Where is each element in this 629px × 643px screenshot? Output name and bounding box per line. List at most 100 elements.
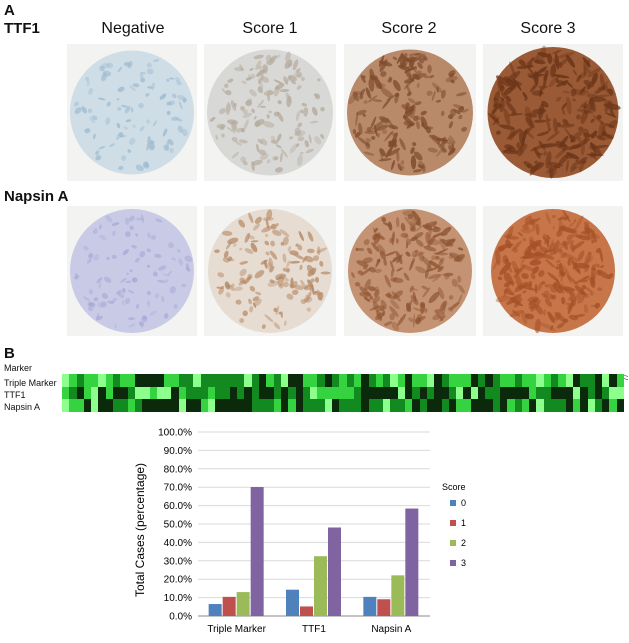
heatmap-cell [405,374,413,388]
heatmap-cell [98,386,107,400]
heatmap-cell [186,399,194,413]
heatmap-row-label-napsin-a: Napsin A [4,402,41,412]
heatmap-cell [353,399,362,413]
heatmap-cell [251,374,260,388]
heatmap-cell [587,399,596,413]
y-tick-label: 80.0% [164,464,192,475]
heatmap-cell [507,386,516,400]
heatmap-cell [580,399,588,413]
heatmap-cell [164,399,172,413]
heatmap-cell [134,374,143,388]
heatmap-cell [91,386,99,400]
heatmap-cell [390,386,399,400]
heatmap-cell [310,386,318,400]
heatmap-cell [113,386,121,400]
heatmap-cell [529,386,537,400]
heatmap-cell [105,374,114,388]
heatmap-cell [419,399,428,413]
heatmap-cell [514,399,523,413]
bar-napsin-a-score-0 [363,596,377,616]
heatmap-cell [295,386,304,400]
heatmap-cell [441,386,450,400]
heatmap-cell [120,374,129,388]
heatmap-cell [616,399,625,413]
heatmap-cell [62,374,70,388]
heatmap-cell [368,386,377,400]
heatmap-cell [324,386,333,400]
heatmap-cell [229,374,238,388]
heatmap-cell [193,399,202,413]
heatmap-cell [368,399,377,413]
heatmap-cell [288,399,297,413]
heatmap-cell [434,374,443,388]
heatmap-cell [288,386,297,400]
heatmap-cell [470,399,479,413]
marker-heatmap [62,374,625,413]
heatmap-cell [572,374,581,388]
heatmap-cell [98,374,107,388]
tma-core-image-napsin-3 [344,206,476,336]
heatmap-cell [127,399,136,413]
chart-legend: Score 0 1 2 3 [442,482,466,568]
heatmap-cell [113,399,121,413]
heatmap-cell [62,386,70,400]
heatmap-cell [463,399,472,413]
heatmap-cell [222,374,231,388]
heatmap-cell [229,386,238,400]
legend-label-score-2: 2 [461,538,466,548]
x-tick-label: Napsin A [371,624,411,635]
heatmap-cell [558,374,567,388]
heatmap-cell [448,374,457,388]
heatmap-cell [405,386,413,400]
heatmap-cell [222,399,231,413]
heatmap-cell [426,386,435,400]
heatmap-cell [178,374,187,388]
heatmap-case-number: 77 [623,374,629,381]
heatmap-cell [251,399,260,413]
heatmap-cell [164,374,172,388]
heatmap-cell [98,399,107,413]
heatmap-cell [426,374,435,388]
heatmap-cell [602,386,610,400]
heatmap-cell [565,386,574,400]
bar-triple-marker-score-3 [250,487,264,616]
heatmap-cell [572,399,581,413]
score-bar-chart: 0.0% 10.0% 20.0% 30.0% 40.0% 50.0% 60.0% 70.0% 8… [133,428,466,636]
bar-triple-marker-score-2 [236,592,250,616]
heatmap-cell [193,374,202,388]
heatmap-cell [390,374,399,388]
heatmap-cell [266,386,275,400]
heatmap-cell [594,386,603,400]
heatmap-cell [164,386,172,400]
heatmap-cell [383,399,391,413]
panel-a-letter: A [4,2,15,19]
heatmap-cell [485,374,494,388]
heatmap-cell [295,374,304,388]
heatmap-cell [368,374,377,388]
heatmap-cell [339,386,348,400]
y-tick-label: 10.0% [164,593,192,604]
chart-bars [208,487,419,616]
chart-x-tick-labels: Triple Marker TTF1 Napsin A [207,624,411,635]
heatmap-cell [237,386,245,400]
heatmap-cell [536,374,545,388]
heatmap-cell [237,399,245,413]
heatmap-cell [91,399,99,413]
y-tick-label: 30.0% [164,556,192,567]
heatmap-cell [426,399,435,413]
heatmap-cell [521,386,530,400]
heatmap-cell [273,386,282,400]
heatmap-cell [478,374,486,388]
heatmap-row-label-triple-marker: Triple Marker [4,378,57,388]
bar-ttf1-score-0 [286,589,299,616]
legend-swatch-score-0 [450,500,456,506]
tma-core-image-ttf1-1 [67,44,197,181]
bar-triple-marker-score-0 [208,604,222,616]
heatmap-cell [339,374,348,388]
heatmap-cell [419,386,428,400]
tma-core-image-napsin-1 [67,206,197,336]
heatmap-cell [361,386,370,400]
heatmap-cell [76,386,85,400]
heatmap-cell [383,386,391,400]
heatmap-cell [149,374,158,388]
